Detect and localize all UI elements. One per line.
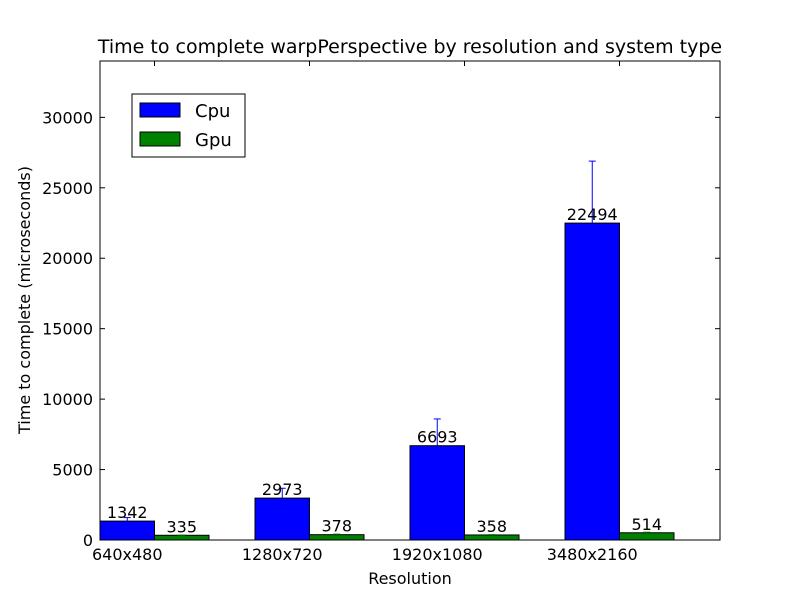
data-label: 6693	[417, 428, 458, 447]
x-tick-label: 1280x720	[242, 545, 323, 564]
data-label: 2973	[262, 480, 303, 499]
data-label: 22494	[567, 205, 618, 224]
y-tick-label: 5000	[52, 461, 93, 480]
data-label: 335	[166, 517, 197, 536]
x-axis-title: Resolution	[368, 569, 452, 588]
y-tick-label: 25000	[42, 179, 93, 198]
legend-label-cpu: Cpu	[195, 101, 230, 122]
bar-cpu-3480x2160	[564, 222, 620, 541]
y-tick-label: 0	[83, 531, 93, 550]
data-label: 1342	[107, 503, 148, 522]
y-tick-label: 15000	[42, 320, 93, 339]
axes-frame	[99, 60, 721, 541]
chart-title: Time to complete warpPerspective by reso…	[97, 36, 722, 58]
data-label: 514	[631, 515, 662, 534]
data-label: 358	[476, 517, 507, 536]
y-axis-title: Time to complete (microseconds)	[15, 166, 34, 435]
data-label: 378	[321, 517, 352, 536]
legend: Cpu Gpu	[131, 93, 246, 158]
legend-swatch-cpu	[139, 102, 181, 118]
y-tick-label: 30000	[42, 108, 93, 127]
bar-cpu-640x480	[99, 520, 155, 541]
x-tick-label: 3480x2160	[547, 545, 638, 564]
y-tick-label: 10000	[42, 390, 93, 409]
x-tick-label: 1920x1080	[392, 545, 483, 564]
bar-cpu-1280x720	[254, 497, 310, 541]
y-tick-label: 20000	[42, 249, 93, 268]
plot-area: 1342 2973 6693 22494 335 378 358 514 0 5000 10000 1…	[42, 60, 721, 564]
bar-cpu-1920x1080	[409, 445, 465, 541]
legend-label-gpu: Gpu	[195, 130, 232, 151]
bar-gpu-3480x2160	[619, 532, 675, 541]
legend-swatch-gpu	[139, 131, 181, 147]
x-tick-label: 640x480	[92, 545, 163, 564]
